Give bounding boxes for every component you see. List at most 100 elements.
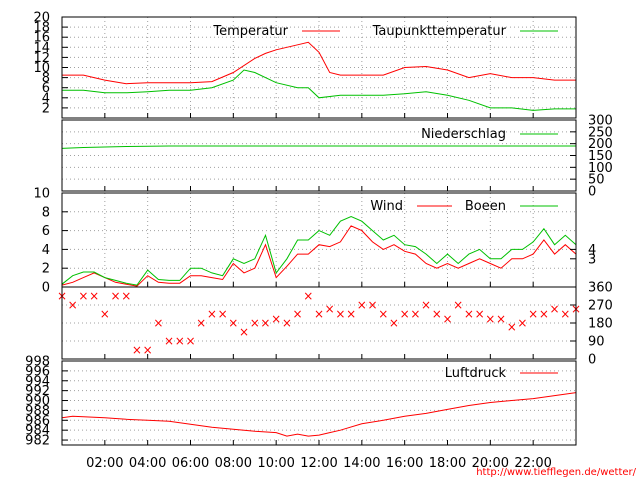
y-tick-label: 14 xyxy=(33,41,50,56)
direction-point: × xyxy=(78,289,88,303)
y-tick-label: 2 xyxy=(42,101,50,116)
y-tick-label: 4 xyxy=(42,91,50,106)
direction-point: × xyxy=(346,307,356,321)
series-line xyxy=(62,41,576,85)
direction-point: × xyxy=(517,316,527,330)
y-tick-label: 992 xyxy=(25,384,50,399)
direction-point: × xyxy=(464,307,474,321)
y-tick-label: 990 xyxy=(25,394,50,409)
y-tick-label: 982 xyxy=(25,434,50,449)
direction-point: × xyxy=(282,316,292,330)
series-line xyxy=(62,69,576,111)
x-tick-label: 16:00 xyxy=(386,456,423,471)
x-tick-label: 08:00 xyxy=(215,456,252,471)
series-line xyxy=(61,215,577,286)
y-tick-label: 6 xyxy=(42,81,50,96)
y-tick-label: 90 xyxy=(588,335,605,350)
legend-label: Wind xyxy=(370,199,403,214)
direction-point: × xyxy=(271,312,281,326)
direction-point: × xyxy=(132,343,142,357)
x-tick-label: 04:00 xyxy=(129,456,166,471)
y-tick-label: 4 xyxy=(42,243,50,258)
y-tick-label: 20 xyxy=(33,11,50,26)
x-tick-label: 18:00 xyxy=(429,456,466,471)
direction-point: × xyxy=(68,298,78,312)
y-tick-label: 12 xyxy=(33,51,50,66)
direction-point: × xyxy=(389,316,399,330)
x-tick-label: 10:00 xyxy=(257,456,294,471)
direction-point: × xyxy=(485,312,495,326)
direction-point: × xyxy=(196,316,206,330)
y-tick-label: 10 xyxy=(33,61,50,76)
series-line xyxy=(61,145,576,149)
legend-label: Boeen xyxy=(465,199,506,214)
y-tick-label: 986 xyxy=(25,414,50,429)
direction-point: × xyxy=(550,302,560,316)
direction-point: × xyxy=(228,316,238,330)
source-url: http://www.tiefflegen.de/wetter/ xyxy=(476,467,636,478)
direction-point: × xyxy=(325,302,335,316)
y-tick-label: 988 xyxy=(25,404,50,419)
direction-point: × xyxy=(239,325,249,339)
legend-label: Luftdruck xyxy=(445,366,507,381)
y-tick-label: 180 xyxy=(588,317,613,332)
y-tick-label: 50 xyxy=(588,173,605,188)
y-tick-label: 8 xyxy=(42,205,50,220)
direction-point: × xyxy=(121,289,131,303)
direction-point: × xyxy=(539,307,549,321)
y-tick-label: 6 xyxy=(42,224,50,239)
direction-point: × xyxy=(303,289,313,303)
y-tick-label: 200 xyxy=(588,137,613,152)
y-tick-label: 994 xyxy=(25,374,50,389)
direction-point: × xyxy=(100,307,110,321)
direction-point: × xyxy=(453,298,463,312)
direction-point: × xyxy=(368,298,378,312)
direction-point: × xyxy=(143,343,153,357)
y-tick-label: 100 xyxy=(588,161,613,176)
direction-point: × xyxy=(207,307,217,321)
direction-point: × xyxy=(164,334,174,348)
legend-label: Taupunkttemperatur xyxy=(372,24,507,39)
x-tick-label: 06:00 xyxy=(172,456,209,471)
direction-point: × xyxy=(153,316,163,330)
y-tick-label: 16 xyxy=(33,31,50,46)
y-tick-label: 2 xyxy=(42,262,50,277)
direction-point: × xyxy=(421,298,431,312)
y-tick-label: 998 xyxy=(25,355,50,370)
y-tick-label: 250 xyxy=(588,125,613,140)
x-tick-label: 02:00 xyxy=(86,456,123,471)
direction-point: × xyxy=(111,289,121,303)
y-tick-label: 270 xyxy=(588,299,613,314)
series-line xyxy=(61,225,577,287)
y-tick-label: 0 xyxy=(42,281,50,296)
y-tick-label: 18 xyxy=(33,21,50,36)
y-tick-label: 10 xyxy=(33,187,50,202)
y-tick-label: 3 xyxy=(588,252,596,267)
direction-point: × xyxy=(260,316,270,330)
legend-label: Niederschlag xyxy=(421,127,506,142)
series-line xyxy=(61,392,577,437)
direction-point: × xyxy=(185,334,195,348)
y-tick-label: 0 xyxy=(588,353,596,368)
direction-point: × xyxy=(496,312,506,326)
legend-label: Temperatur xyxy=(212,24,288,39)
x-tick-label: 22:00 xyxy=(514,456,551,471)
x-tick-label: 14:00 xyxy=(343,456,380,471)
y-tick-label: 984 xyxy=(25,424,50,439)
direction-point: × xyxy=(378,307,388,321)
y-tick-label: 0 xyxy=(588,185,596,200)
direction-point: × xyxy=(335,307,345,321)
direction-point: × xyxy=(432,307,442,321)
direction-point: × xyxy=(218,307,228,321)
direction-point: × xyxy=(89,289,99,303)
x-tick-label: 20:00 xyxy=(472,456,509,471)
direction-point: × xyxy=(475,307,485,321)
direction-point: × xyxy=(410,307,420,321)
direction-point: × xyxy=(314,307,324,321)
direction-point: × xyxy=(250,316,260,330)
direction-point: × xyxy=(560,307,570,321)
direction-point: × xyxy=(175,334,185,348)
direction-point: × xyxy=(357,298,367,312)
y-tick-label: 300 xyxy=(588,114,613,129)
